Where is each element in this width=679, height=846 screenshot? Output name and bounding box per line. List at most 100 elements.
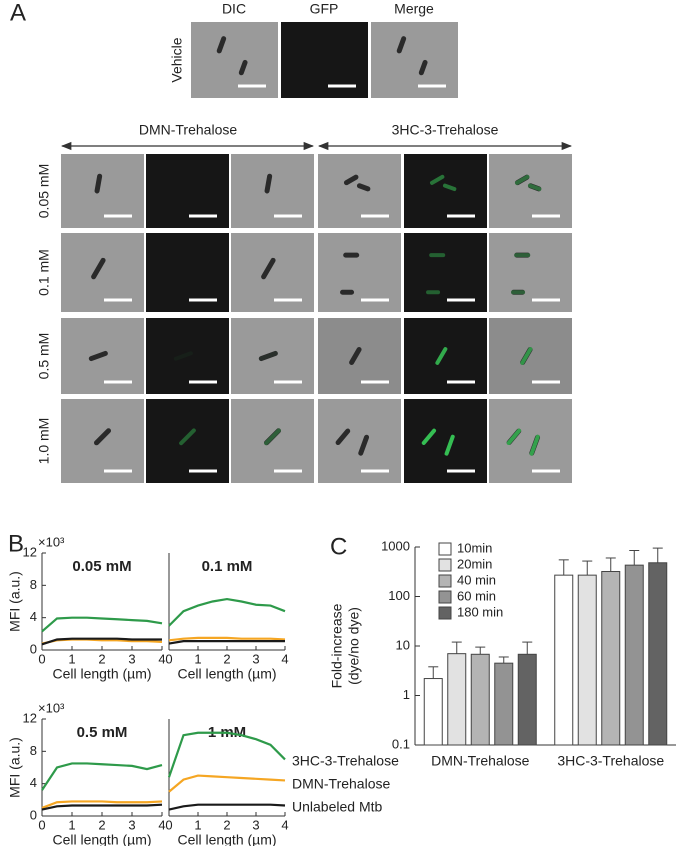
legend-label: 10min	[457, 540, 492, 555]
bar	[601, 570, 621, 746]
x-tick-label: 2	[223, 817, 230, 832]
bar	[470, 653, 490, 746]
y-tick-label: 12	[23, 544, 37, 559]
row-label: 0.1 mM	[36, 249, 52, 296]
y-exponent: ×10³	[38, 534, 65, 549]
cell-fluorescence	[514, 253, 531, 258]
y-tick-label: 0	[30, 641, 37, 656]
y-tick-label: 0.1	[392, 736, 410, 751]
cell-fluorescence	[258, 351, 278, 361]
cell-fluorescence	[264, 428, 281, 446]
y-tick-label: 12	[23, 710, 37, 725]
bar	[423, 678, 443, 746]
row-label: 0.5 mM	[36, 333, 52, 380]
legend-label: 20min	[457, 556, 492, 571]
line	[168, 597, 286, 627]
cell-fluorescence	[515, 174, 530, 185]
line	[41, 803, 163, 811]
cell-fluorescence	[435, 347, 448, 365]
line	[167, 731, 286, 778]
x-tick-label: DMN-Trehalose	[431, 753, 529, 769]
y-tick-label: 4	[30, 609, 37, 624]
cell	[349, 347, 362, 365]
y-tick-label: 0	[30, 807, 37, 822]
x-tick-label: 3	[252, 817, 259, 832]
x-tick-label: 0	[38, 817, 45, 832]
line	[41, 762, 163, 791]
row-label: 0.05 mM	[36, 164, 52, 218]
legend-swatch	[438, 542, 452, 556]
cell-fluorescence	[511, 290, 526, 295]
cell	[238, 59, 248, 76]
column-label: DIC	[222, 1, 246, 17]
y-tick-label: 8	[30, 743, 37, 758]
legend-label: 3HC-3-Trehalose	[292, 753, 399, 769]
x-tick-label: 3HC-3-Trehalose	[557, 753, 664, 769]
bar	[554, 574, 574, 746]
micrograph	[61, 399, 144, 483]
cell	[263, 428, 282, 446]
cell-fluorescence	[442, 183, 457, 192]
cell	[216, 36, 227, 54]
cell	[343, 174, 359, 186]
line	[168, 640, 285, 645]
cell	[514, 252, 531, 258]
cell	[88, 350, 108, 362]
cell	[514, 174, 530, 186]
cell-fluorescence	[429, 253, 446, 258]
line	[41, 800, 163, 809]
line	[168, 803, 286, 811]
cell	[93, 428, 112, 446]
y-axis-label: (dye/no dye)	[346, 607, 362, 685]
x-tick-label: 1	[194, 817, 201, 832]
chart-title: 0.1 mM	[202, 558, 253, 575]
y-exponent: ×10³	[38, 700, 65, 715]
legend-swatch	[438, 606, 452, 620]
cell	[358, 434, 370, 456]
cell-fluorescence	[179, 428, 196, 446]
cell-fluorescence	[173, 351, 193, 361]
bar	[447, 653, 467, 746]
cell	[343, 252, 360, 258]
x-tick-label: 4	[281, 817, 288, 832]
x-tick-label: 3	[252, 651, 259, 666]
legend-label: 60 min	[457, 588, 496, 603]
cell	[511, 289, 526, 295]
legend-label: 40 min	[457, 572, 496, 587]
cell	[258, 350, 278, 362]
line	[41, 637, 162, 646]
y-tick-label: 10	[396, 637, 410, 652]
legend-swatch	[438, 590, 452, 604]
micrograph	[231, 399, 314, 483]
cell	[335, 428, 351, 446]
panel-label: B	[8, 530, 24, 557]
legend-label: 180 min	[457, 604, 503, 619]
chart-title: 0.05 mM	[72, 558, 131, 575]
legend-label: DMN-Trehalose	[292, 776, 390, 792]
legend-swatch	[438, 558, 452, 572]
cell	[261, 257, 276, 280]
group-label: 3HC-3-Trehalose	[392, 122, 499, 138]
y-axis-label: MFI (a.u.)	[7, 737, 23, 798]
panel-label: A	[10, 0, 26, 26]
micrograph	[318, 399, 401, 483]
bar	[648, 562, 668, 746]
micrographs	[61, 22, 572, 483]
cell-fluorescence	[527, 183, 542, 192]
line	[41, 616, 163, 633]
y-tick-label: 8	[30, 577, 37, 592]
y-axis-label: Fold-increase	[329, 603, 345, 688]
x-tick-label: 4	[158, 651, 165, 666]
group-label: DMN-Trehalose	[139, 122, 237, 138]
x-tick-label: 1	[68, 651, 75, 666]
x-tick-label: 0	[38, 651, 45, 666]
cell	[418, 59, 428, 76]
y-tick-label: 100	[388, 588, 410, 603]
cell	[91, 257, 106, 280]
x-axis-label: Cell length (µm)	[52, 832, 151, 846]
column-label: Merge	[394, 1, 434, 17]
micrograph	[489, 399, 572, 483]
panel-label: C	[330, 533, 347, 560]
cell-fluorescence	[430, 174, 445, 185]
